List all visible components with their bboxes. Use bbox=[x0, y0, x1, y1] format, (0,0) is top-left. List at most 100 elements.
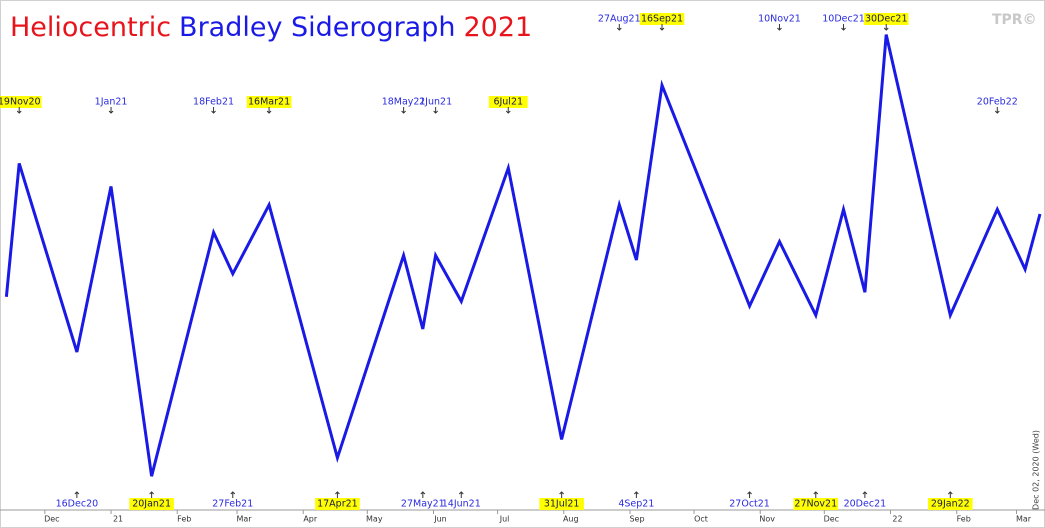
date-annotation: 27Aug21 bbox=[598, 14, 641, 31]
arrow-head bbox=[634, 491, 639, 495]
annotation-label: 20Jan21 bbox=[132, 499, 171, 510]
date-annotation: 6Jul21 bbox=[488, 96, 528, 114]
date-annotation: 27Feb21 bbox=[212, 491, 253, 510]
annotation-label: 31Jul21 bbox=[544, 499, 580, 510]
date-annotation: 10Nov21 bbox=[758, 14, 801, 31]
date-annotation: 4Sep21 bbox=[618, 491, 654, 510]
x-tick-label: Dec bbox=[44, 515, 59, 524]
arrow-head bbox=[16, 110, 22, 114]
side-note: Dec 02, 2020 (Wed) bbox=[1032, 430, 1041, 510]
date-annotation: 19Nov20 bbox=[0, 96, 42, 114]
date-annotation: 31Jul21 bbox=[539, 491, 584, 510]
x-tick-label: Jul bbox=[499, 515, 510, 524]
date-annotation: 17Apr21 bbox=[315, 491, 360, 510]
annotation-label: 29Jan22 bbox=[931, 499, 970, 510]
arrow-head bbox=[266, 110, 272, 114]
title-part: Bradley Siderograph bbox=[179, 12, 455, 43]
arrow-head bbox=[149, 491, 154, 495]
arrow-head bbox=[747, 491, 752, 495]
arrow-head bbox=[883, 27, 889, 31]
x-tick-label: 21 bbox=[113, 515, 123, 524]
highlight bbox=[246, 96, 292, 108]
x-tick-label: 22 bbox=[892, 515, 902, 524]
annotation-label: 16Dec20 bbox=[56, 499, 99, 510]
arrow-head bbox=[108, 110, 114, 114]
annotation-label: 27Aug21 bbox=[598, 14, 641, 25]
arrow-head bbox=[505, 110, 511, 114]
annotation-label: 17Apr21 bbox=[317, 499, 358, 510]
date-annotation: 29Jan22 bbox=[928, 491, 973, 510]
annotation-label: 1Jan21 bbox=[95, 97, 128, 108]
date-annotation: 14Jun21 bbox=[442, 491, 481, 510]
annotation-label: 18Feb21 bbox=[193, 97, 234, 108]
date-annotation: 27May21 bbox=[401, 491, 445, 510]
x-tick-label: Aug bbox=[563, 515, 579, 524]
annotation-label: 2Jun21 bbox=[419, 97, 452, 108]
date-annotation: 27Oct21 bbox=[729, 491, 770, 510]
date-annotation: 20Feb22 bbox=[977, 97, 1018, 114]
date-annotation: 30Dec21 bbox=[863, 13, 909, 31]
arrow-head bbox=[433, 110, 439, 114]
date-annotation: 2Jun21 bbox=[419, 97, 452, 114]
annotation-label: 18May21 bbox=[382, 97, 426, 108]
annotation-label: 27Feb21 bbox=[212, 499, 253, 510]
x-tick-label: May bbox=[366, 515, 383, 524]
x-tick-label: Mar bbox=[236, 515, 252, 524]
highlight bbox=[488, 96, 528, 108]
x-tick-label: Oct bbox=[694, 515, 708, 524]
arrow-head bbox=[862, 491, 868, 495]
logo: TPR© bbox=[992, 12, 1037, 28]
annotation-label: 27Nov21 bbox=[794, 499, 837, 510]
x-tick-label: Apr bbox=[303, 515, 318, 524]
annotation-label: 14Jun21 bbox=[442, 499, 481, 510]
arrow-head bbox=[458, 491, 464, 495]
date-annotation: 18May21 bbox=[382, 97, 426, 114]
arrow-head bbox=[211, 110, 216, 114]
arrow-head bbox=[813, 491, 819, 495]
date-annotation: 20Jan21 bbox=[129, 491, 174, 510]
series-line bbox=[4, 34, 1042, 477]
annotation-label: 19Nov20 bbox=[0, 97, 41, 108]
arrow-head bbox=[659, 27, 665, 31]
date-annotation: 18Feb21 bbox=[193, 97, 234, 114]
arrow-head bbox=[74, 491, 80, 495]
title-part: 2021 bbox=[463, 12, 532, 43]
highlight bbox=[315, 498, 360, 510]
date-annotation: 27Nov21 bbox=[793, 491, 839, 510]
annotation-label: 20Dec21 bbox=[844, 499, 887, 510]
x-tick-label: Mar bbox=[1016, 515, 1032, 524]
annotation-label: 16Sep21 bbox=[641, 14, 683, 25]
x-tick-label: Feb bbox=[957, 515, 971, 524]
x-tick-label: Nov bbox=[759, 515, 775, 524]
annotation-label: 27Oct21 bbox=[729, 499, 770, 510]
arrow-head bbox=[335, 491, 340, 495]
arrow-head bbox=[777, 27, 782, 31]
arrow-head bbox=[616, 27, 622, 31]
x-tick-label: Jun bbox=[433, 515, 447, 524]
date-annotation: 16Mar21 bbox=[246, 96, 292, 114]
annotation-label: 30Dec21 bbox=[865, 14, 908, 25]
highlight bbox=[928, 498, 973, 510]
annotation-label: 10Dec21 bbox=[822, 14, 865, 25]
highlight bbox=[793, 498, 839, 510]
date-annotation: 1Jan21 bbox=[95, 97, 128, 114]
annotation-label: 16Mar21 bbox=[248, 97, 290, 108]
chart-title: Heliocentric Bradley Siderograph 2021 bbox=[10, 12, 532, 43]
highlight bbox=[0, 96, 42, 108]
highlight bbox=[539, 498, 584, 510]
x-tick-label: Feb bbox=[177, 515, 191, 524]
arrow-head bbox=[841, 27, 846, 31]
highlight bbox=[863, 13, 909, 25]
x-tick-label: Dec bbox=[824, 515, 839, 524]
arrow-head bbox=[401, 110, 406, 114]
arrow-head bbox=[230, 491, 236, 495]
arrow-head bbox=[994, 110, 1000, 114]
annotation-label: 6Jul21 bbox=[493, 97, 523, 108]
arrow-head bbox=[947, 491, 953, 495]
date-annotation: 20Dec21 bbox=[844, 491, 887, 510]
highlight bbox=[129, 498, 174, 510]
arrow-head bbox=[559, 491, 564, 495]
